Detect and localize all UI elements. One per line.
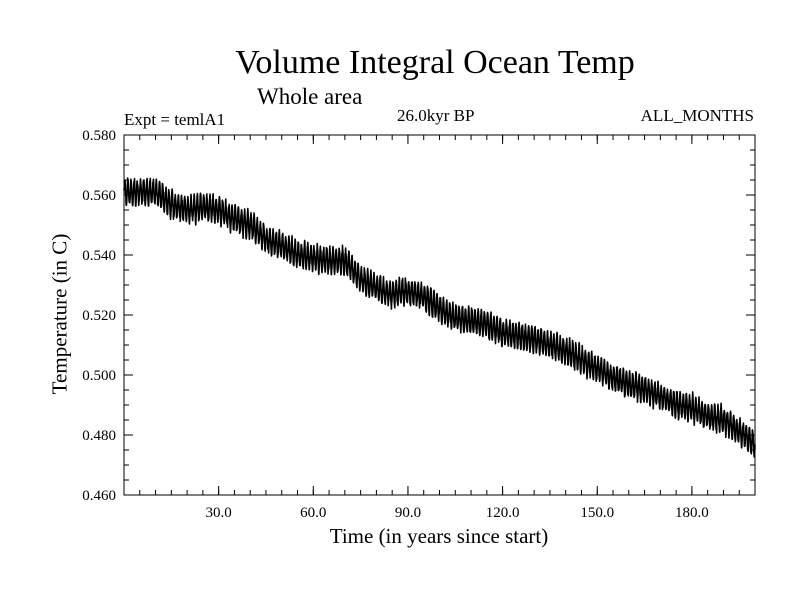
x-tick-label: 180.0 [675, 505, 709, 521]
y-tick-label: 0.500 [82, 368, 116, 384]
x-tick-label: 30.0 [206, 505, 232, 521]
y-tick-label: 0.560 [82, 188, 116, 204]
y-axis-label: Temperature (in C) [47, 233, 72, 395]
x-tick-label: 60.0 [300, 505, 326, 521]
chart-subtitle: Whole area [257, 84, 363, 109]
x-tick-label: 150.0 [580, 505, 614, 521]
months-label: ALL_MONTHS [640, 106, 754, 125]
y-tick-label: 0.520 [82, 308, 116, 324]
chart-title: Volume Integral Ocean Temp [235, 44, 635, 81]
x-axis-label: Time (in years since start) [329, 524, 549, 548]
y-tick-label: 0.480 [82, 428, 116, 444]
series-line-temperature [123, 177, 756, 458]
y-tick-label: 0.460 [82, 488, 116, 504]
y-tick-label: 0.540 [82, 248, 116, 264]
period-label: 26.0kyr BP [397, 106, 475, 125]
x-tick-label: 120.0 [486, 505, 520, 521]
experiment-label: Expt = temlA1 [124, 110, 226, 129]
y-tick-label: 0.580 [82, 128, 116, 144]
x-tick-label: 90.0 [395, 505, 421, 521]
